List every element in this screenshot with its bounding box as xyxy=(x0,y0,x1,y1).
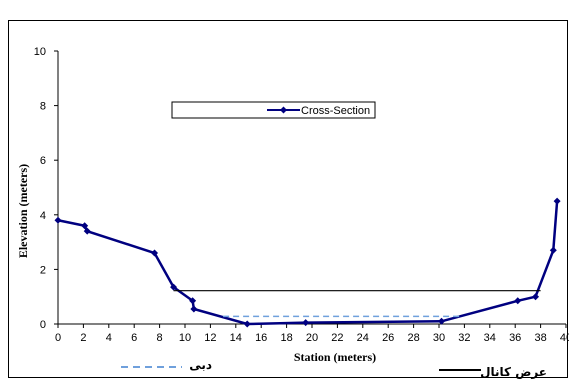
bottom-legend-label-channel-width: عرض کانال xyxy=(480,365,547,379)
bottom-legend-label-discharge: دبی xyxy=(189,358,212,372)
legend-label-cross-section: Cross-Section xyxy=(301,105,370,117)
x-tick-label: 40 xyxy=(560,332,569,344)
data-point-marker xyxy=(243,320,251,328)
x-tick-label: 12 xyxy=(204,332,216,344)
chart-frame: 0 2 4 6 8 10 0 2 4 6 8 10 12 14 16 18 20 22 24 26 28 30 32 34 36… xyxy=(8,20,569,379)
data-point-marker xyxy=(302,319,310,327)
data-point-marker xyxy=(151,249,159,257)
data-point-marker xyxy=(514,297,522,305)
y-tick-label: 2 xyxy=(40,264,46,276)
bottom-legend: دبی عرض کانال xyxy=(121,358,547,379)
data-point-marker xyxy=(532,293,540,301)
x-tick-label: 8 xyxy=(157,332,163,344)
y-tick-label: 8 xyxy=(40,101,46,113)
y-tick-label: 0 xyxy=(40,319,46,331)
x-tick-label: 34 xyxy=(484,332,496,344)
x-tick-label: 22 xyxy=(331,332,343,344)
data-point-marker xyxy=(438,317,446,325)
series-line-0 xyxy=(57,201,559,326)
data-point-marker xyxy=(190,305,198,313)
x-tick-label: 10 xyxy=(179,332,191,344)
x-tick-label: 30 xyxy=(433,332,445,344)
x-axis-title: Station (meters) xyxy=(294,350,376,364)
data-point-marker xyxy=(83,227,91,235)
data-point-marker xyxy=(54,216,62,224)
legend-marker-cross-section xyxy=(280,106,287,114)
data-point-marker xyxy=(549,246,557,254)
y-tick-label: 4 xyxy=(40,210,46,222)
x-tick-label: 6 xyxy=(131,332,137,344)
x-tick-label: 16 xyxy=(255,332,267,344)
data-point-marker xyxy=(170,283,178,291)
x-tick-label: 4 xyxy=(106,332,112,344)
x-tick-label: 14 xyxy=(230,332,242,344)
data-point-marker xyxy=(553,197,561,205)
data-point-marker xyxy=(81,222,89,230)
y-axis-title: Elevation (meters) xyxy=(16,164,30,258)
x-tick-label: 32 xyxy=(458,332,470,344)
data-point-marker xyxy=(189,297,197,305)
legend: Cross-Section xyxy=(171,101,376,119)
x-tick-label: 38 xyxy=(534,332,546,344)
x-tick-label: 36 xyxy=(509,332,521,344)
x-tick-label: 2 xyxy=(80,332,86,344)
x-tick-label: 24 xyxy=(357,332,369,344)
x-tick-label: 0 xyxy=(55,332,61,344)
x-tick-label: 28 xyxy=(407,332,419,344)
x-tick-label: 20 xyxy=(306,332,318,344)
y-tick-label: 10 xyxy=(34,46,46,58)
x-tick-label: 18 xyxy=(280,332,292,344)
x-tick-label: 26 xyxy=(382,332,394,344)
y-tick-label: 6 xyxy=(40,155,46,167)
